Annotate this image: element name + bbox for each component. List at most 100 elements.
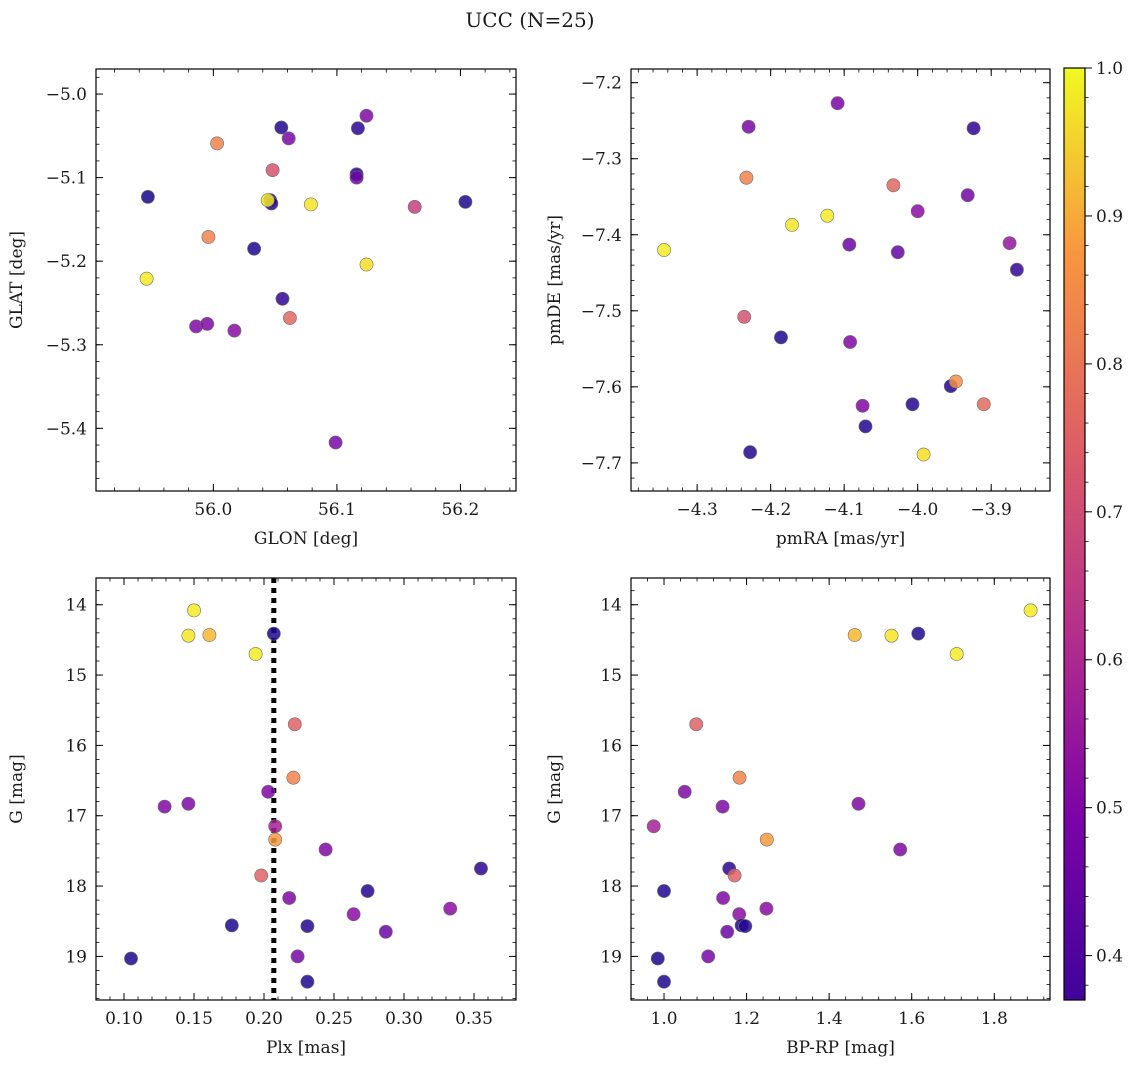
data-point-24 [650, 951, 665, 966]
data-point-8 [820, 208, 835, 223]
data-point-1 [187, 603, 201, 618]
y-tick-label: 15 [600, 666, 622, 686]
colorbar-tick-label: 1.0 [1096, 59, 1123, 79]
y-tick-label: −7.6 [581, 378, 622, 398]
data-point-9 [157, 799, 172, 814]
data-point-5 [774, 330, 788, 345]
data-point-9 [281, 131, 296, 146]
data-point-4 [911, 626, 926, 641]
y-tick-label: 18 [600, 877, 622, 897]
data-point-1 [1023, 603, 1038, 618]
data-point-14 [303, 197, 318, 212]
y-tick-label: −5.0 [46, 85, 87, 105]
y-tick-label: 17 [65, 807, 87, 827]
data-point-23 [407, 199, 422, 214]
y-tick-label: −7.3 [581, 150, 622, 170]
data-point-12 [759, 832, 774, 847]
data-point-11 [646, 819, 661, 834]
data-point-23 [976, 397, 991, 412]
y-tick-label: 19 [600, 947, 622, 967]
x-axis-label: pmRA [mas/yr] [776, 529, 905, 549]
scatter-panel-1: 56.0 56.1 56.2 −5.0 −5.1 −5.2 −5.3 −5.4 GLON [de… [7, 68, 517, 549]
data-point-21 [960, 188, 975, 203]
scatter-panel-3: 0.10 0.15 0.20 0.25 0.30 0.35 14 15 16 17 18 19 Plx … [7, 577, 517, 1058]
data-point-7 [227, 323, 242, 338]
data-point-25 [328, 435, 343, 450]
data-point-13 [260, 193, 275, 208]
data-point-24 [124, 951, 138, 966]
x-tick-label: −4.3 [677, 500, 718, 520]
data-point-3 [210, 136, 224, 151]
data-point-22 [966, 121, 981, 136]
data-point-5 [266, 626, 281, 641]
data-point-11 [843, 335, 857, 349]
data-point-7 [286, 770, 301, 785]
colorbar: 0.4 0.5 0.6 0.7 0.8 0.9 1.0 [1063, 59, 1123, 1001]
data-point-22 [720, 924, 735, 939]
y-tick-label: 17 [600, 807, 622, 827]
colorbar-tick-label: 0.9 [1096, 207, 1123, 227]
data-point-19 [732, 907, 747, 922]
y-tick-label: 14 [600, 596, 622, 616]
data-point-1 [140, 189, 155, 204]
x-tick-label: −3.9 [971, 500, 1012, 520]
data-point-15 [890, 245, 905, 260]
data-point-17 [474, 861, 488, 876]
data-point-4 [201, 230, 216, 244]
data-point-23 [701, 949, 716, 964]
x-tick-label: 1.2 [733, 1009, 760, 1029]
y-tick-label: 16 [65, 736, 87, 756]
data-point-16 [282, 891, 297, 905]
data-point-18 [350, 121, 365, 136]
data-point-10 [851, 796, 866, 811]
plot-area [96, 69, 516, 491]
data-point-3 [884, 628, 899, 643]
data-point-8 [261, 784, 276, 799]
colorbar-tick-label: 0.4 [1096, 947, 1123, 967]
x-tick-label: 56.2 [441, 500, 479, 520]
x-tick-label: 1.8 [981, 1009, 1008, 1029]
axes-frame [630, 577, 1051, 1001]
data-point-21 [300, 919, 315, 933]
data-point-24 [458, 194, 473, 209]
x-tick-label: −4.2 [750, 500, 791, 520]
y-axis-label: GLAT [deg] [7, 231, 27, 329]
axes-frame [95, 68, 517, 492]
data-point-6 [200, 316, 215, 331]
data-point-18 [916, 447, 931, 462]
x-tick-label: 0.30 [385, 1009, 423, 1029]
data-point-17 [282, 311, 297, 325]
data-point-19 [359, 108, 374, 123]
data-point-15 [727, 868, 742, 883]
data-point-23 [290, 949, 305, 964]
data-point-8 [677, 784, 692, 799]
data-point-10 [265, 163, 280, 177]
y-tick-label: −5.3 [46, 336, 87, 356]
data-point-2 [181, 628, 196, 643]
plot-area [96, 578, 516, 1000]
x-tick-label: −4.1 [824, 500, 865, 520]
data-point-25 [300, 974, 315, 989]
colorbar-tick-label: 0.6 [1096, 651, 1123, 671]
data-point-2 [139, 271, 154, 286]
data-point-13 [858, 419, 873, 434]
data-point-14 [254, 868, 269, 883]
data-point-6 [689, 717, 704, 732]
y-tick-label: 15 [65, 666, 87, 686]
x-tick-label: 1.4 [816, 1009, 843, 1029]
data-point-18 [759, 901, 774, 916]
data-point-7 [743, 445, 757, 460]
y-tick-label: 19 [65, 947, 87, 967]
x-tick-label: 1.6 [898, 1009, 925, 1029]
data-point-19 [346, 907, 361, 922]
scatter-panel-2: −4.3 −4.2 −4.1 −4.0 −3.9 −7.2 −7.3 −7.4 −7.5 −7.6… [545, 68, 1051, 549]
data-point-6 [785, 217, 799, 232]
data-point-22 [359, 257, 374, 272]
y-tick-label: −7.5 [581, 302, 622, 322]
data-point-17 [716, 891, 730, 905]
y-axis-label: pmDE [mas/yr] [545, 215, 565, 345]
scatter-panel-4: 1.0 1.2 1.4 1.6 1.8 14 15 16 17 18 19 BP-RP [mag] G … [545, 577, 1051, 1058]
y-tick-label: −5.2 [46, 252, 87, 272]
data-point-1 [657, 243, 671, 257]
